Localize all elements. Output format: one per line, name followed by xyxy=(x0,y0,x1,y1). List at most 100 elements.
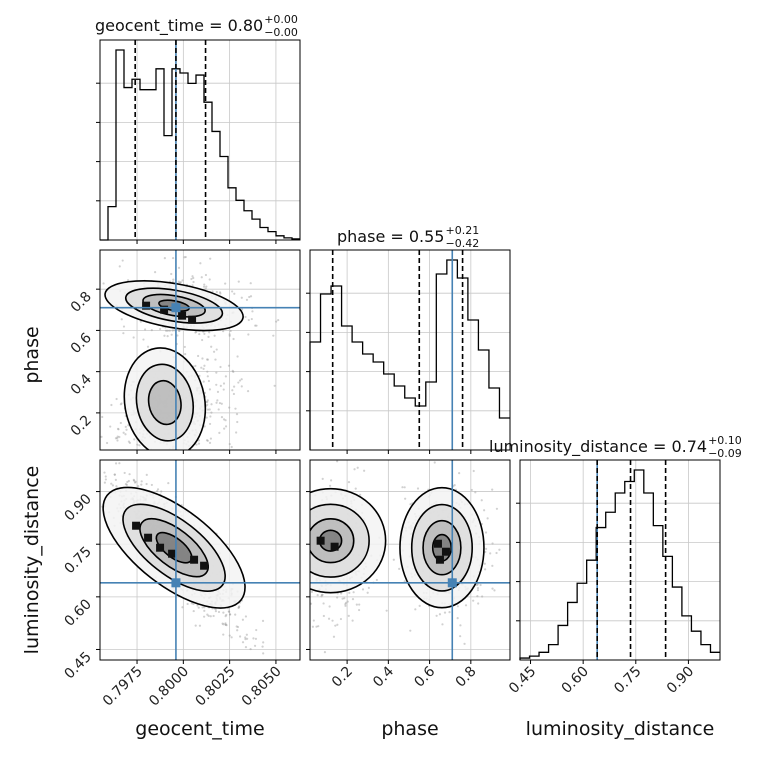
sample-point xyxy=(190,277,193,281)
sample-point xyxy=(336,460,339,463)
panel-frame xyxy=(309,459,511,661)
sample-point xyxy=(138,444,141,447)
hist-bar xyxy=(124,88,132,240)
sample-point xyxy=(205,358,209,361)
sample-point xyxy=(224,622,227,625)
sample-point xyxy=(204,287,207,290)
sample-point xyxy=(339,617,343,621)
sample-point xyxy=(113,473,116,476)
sample-point xyxy=(485,547,488,550)
sample-point xyxy=(170,454,172,456)
sample-point xyxy=(235,413,239,416)
sample-point xyxy=(279,525,281,527)
sample-point xyxy=(322,602,325,605)
hist-bar xyxy=(426,382,437,450)
sample-point xyxy=(101,415,104,419)
hist-bar xyxy=(549,645,559,660)
truth-marker xyxy=(171,303,181,313)
sample-point xyxy=(166,329,169,332)
sample-point xyxy=(105,441,109,445)
sample-point xyxy=(116,436,119,440)
x-tick-label: 0.6 xyxy=(411,663,438,690)
sample-point xyxy=(443,611,447,614)
hist-bar xyxy=(499,418,510,450)
hist-bar xyxy=(164,136,172,240)
hist-bar xyxy=(710,652,720,660)
sample-point xyxy=(409,503,412,506)
sample-point xyxy=(215,383,218,386)
sample-point xyxy=(291,579,293,581)
sample-point xyxy=(215,290,218,294)
sample-point xyxy=(295,567,297,569)
sample-point xyxy=(244,636,247,639)
sample-point xyxy=(191,284,194,287)
hist-bar xyxy=(196,75,204,240)
sample-point xyxy=(208,388,212,391)
sample-point xyxy=(341,597,344,600)
sample-point xyxy=(359,493,362,496)
sample-point xyxy=(216,399,219,402)
sample-point xyxy=(249,295,253,298)
sample-point xyxy=(210,411,213,414)
sample-point xyxy=(321,477,324,480)
sample-point xyxy=(495,551,498,555)
sample-point xyxy=(353,468,356,471)
sample-point xyxy=(219,384,222,387)
sample-point xyxy=(298,519,300,521)
sample-point xyxy=(102,282,105,285)
sample-point xyxy=(205,416,208,419)
sample-point xyxy=(111,442,113,444)
sample-point xyxy=(254,637,258,640)
sample-point xyxy=(244,646,248,649)
sample-point xyxy=(296,611,298,613)
sample-point xyxy=(116,435,119,438)
sample-point xyxy=(128,441,131,445)
sample-point xyxy=(433,461,436,464)
y-tick-label: 0.2 xyxy=(68,412,95,439)
sample-point xyxy=(328,484,332,487)
sample-point xyxy=(441,623,444,626)
sample-point xyxy=(125,483,128,486)
hist-bar xyxy=(682,616,692,660)
hist-bar xyxy=(568,602,578,660)
sample-point xyxy=(310,590,314,593)
sample-point xyxy=(194,624,197,627)
x-tick-label: 0.7975 xyxy=(100,664,146,710)
sample-point xyxy=(194,331,197,334)
sample-point xyxy=(330,455,332,457)
panel-hist-phase xyxy=(306,249,511,454)
sample-point xyxy=(476,583,479,586)
sample-point xyxy=(120,402,123,405)
hist-bar xyxy=(108,207,116,240)
sample-point xyxy=(259,672,261,674)
sample-point xyxy=(308,583,310,585)
density-cell xyxy=(441,547,450,556)
sample-point xyxy=(122,431,125,434)
title-phase-main: phase = 0.55 xyxy=(337,227,444,246)
sample-point xyxy=(212,614,215,618)
title-geocent-time-main: geocent_time = 0.80 xyxy=(95,16,263,36)
sample-point xyxy=(217,610,221,614)
sample-point xyxy=(336,623,339,626)
sample-point xyxy=(253,644,257,647)
sample-point xyxy=(481,595,484,598)
hist-bar xyxy=(252,219,260,240)
sample-point xyxy=(210,403,213,406)
sample-point xyxy=(231,290,234,293)
sample-point xyxy=(355,603,358,606)
density-cell xyxy=(190,555,199,564)
sample-point xyxy=(224,282,227,285)
panel-hist-luminosity-distance: 0.45 0.60 0.75 0.90 xyxy=(506,459,721,697)
hist-bar xyxy=(140,90,148,240)
sample-point xyxy=(132,478,135,481)
hist-bar xyxy=(478,350,489,450)
sample-point xyxy=(228,442,231,446)
sample-point xyxy=(321,593,324,596)
density-cell xyxy=(188,315,197,324)
sample-point xyxy=(203,283,206,286)
sample-point xyxy=(170,272,173,276)
sample-point xyxy=(127,479,130,483)
sample-point xyxy=(206,400,209,403)
xlabel-phase: phase xyxy=(381,718,438,740)
sample-point xyxy=(197,606,200,609)
